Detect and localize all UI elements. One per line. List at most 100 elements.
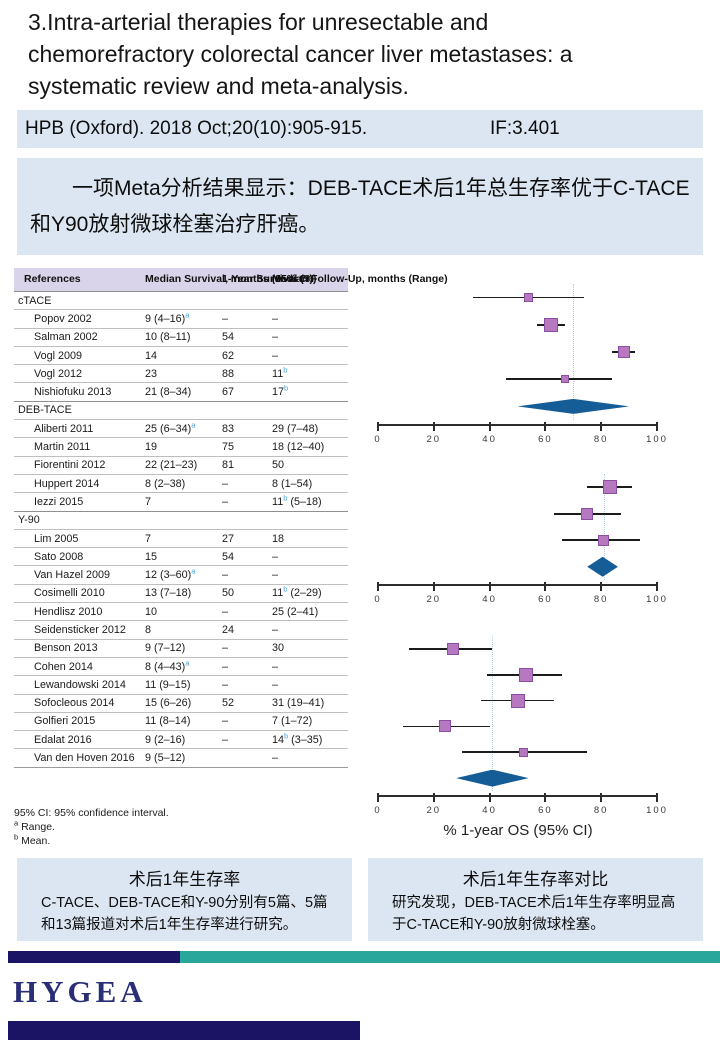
axis-tick-label: 20 (426, 805, 442, 816)
follow-up-cell: – (272, 752, 279, 765)
table-group-row: cTACE (14, 291, 348, 309)
axis-tick (600, 422, 603, 431)
ref-cell: Vogl 2012 (34, 367, 83, 380)
pooled-diamond (517, 398, 630, 414)
follow-up-cell: – (272, 349, 279, 362)
table-row: Salman 2002 10 (8–11) 54 – (14, 327, 348, 346)
ref-cell: Vogl 2009 (34, 349, 83, 362)
follow-up-cell: – (272, 678, 279, 691)
axis-tick-label: 0 (374, 805, 382, 816)
median-survival-cell: 15 (6–26) (145, 697, 192, 710)
table-row: Sato 2008 15 54 – (14, 547, 348, 565)
ref-cell: Benson 2013 (34, 642, 98, 655)
study-square (560, 375, 569, 384)
median-survival-cell: 25 (6–34)a (145, 420, 196, 435)
follow-up-cell: 50 (272, 459, 285, 472)
axis-tick (377, 422, 379, 431)
median-survival-cell: 23 (145, 367, 158, 380)
axis-tick-label: 80 (593, 434, 609, 445)
ref-cell: Martin 2011 (34, 441, 91, 454)
summary-text: 一项Meta分析结果显示：DEB-TACE术后1年总生存率优于C-TACE和Y9… (30, 177, 690, 236)
ci-line (506, 378, 613, 380)
note-title-survival: 术后1年生存率 (128, 870, 241, 889)
table-row: Lim 2005 7 27 18 (14, 528, 348, 547)
one-year-cell: 67 (222, 386, 235, 399)
table-row: Van den Hoven 2016 9 (5–12) – (14, 748, 348, 766)
one-year-cell: 83 (222, 422, 235, 435)
follow-up-cell: 14b (3–35) (272, 731, 323, 746)
table-row: Hendlisz 2010 10 – 25 (2–41) (14, 602, 348, 620)
one-year-cell: 62 (222, 349, 235, 362)
one-year-cell: – (222, 495, 229, 508)
axis-tick-label: 80 (593, 805, 609, 816)
ref-cell: Cohen 2014 (34, 660, 93, 673)
axis-tick-label: 0 (374, 594, 382, 605)
axis-tick (656, 793, 658, 802)
study-square (581, 507, 594, 520)
axis-tick (432, 582, 435, 591)
footer-bar-navy (8, 951, 180, 963)
one-year-cell: 54 (222, 550, 235, 563)
median-survival-cell: 7 (145, 532, 152, 545)
table-group-row: Y-90 (14, 510, 348, 529)
one-year-cell: – (222, 660, 229, 673)
follow-up-cell: 31 (19–41) (272, 697, 325, 710)
follow-up-cell: 7 (1–72) (272, 715, 313, 728)
group-label: DEB-TACE (18, 404, 72, 417)
group-label: cTACE (18, 294, 52, 307)
one-year-cell: 88 (222, 367, 235, 380)
study-square (510, 693, 525, 708)
one-year-cell: 27 (222, 532, 235, 545)
axis-tick (377, 582, 379, 591)
one-year-cell: – (222, 569, 229, 582)
axis-tick (656, 582, 658, 591)
study-square (447, 642, 460, 655)
forest-plot-y90: 0 20 40 60 80 100 % 1-year OS (95% CI) (365, 636, 715, 839)
pooled-diamond (587, 556, 618, 577)
forest-plot-ctace: 0 20 40 60 80 100 (365, 284, 715, 450)
follow-up-cell: – (272, 623, 279, 636)
one-year-cell: 81 (222, 459, 235, 472)
axis-tick-label: 40 (482, 594, 497, 605)
ref-cell: Cosimelli 2010 (34, 587, 105, 600)
table-row: Vogl 2012 23 88 11b (14, 364, 348, 382)
axis-line (378, 584, 658, 586)
footnote-line: 95% CI: 95% confidence interval. (14, 807, 169, 819)
follow-up-cell: – (272, 550, 279, 563)
hygea-logo: HYGEA (13, 974, 147, 1009)
ref-cell: Van Hazel 2009 (34, 569, 111, 582)
axis-tick (600, 582, 603, 591)
median-survival-cell: 15 (145, 550, 158, 563)
reference-line (603, 474, 605, 580)
ref-cell: Lewandowski 2014 (34, 678, 126, 691)
median-survival-cell: 9 (4–16)a (145, 310, 190, 325)
axis-line (378, 424, 658, 426)
one-year-cell: – (222, 477, 229, 490)
axis-tick-label: 60 (538, 434, 553, 445)
table-row: Seidensticker 2012 8 24 – (14, 620, 348, 638)
table-row: Martin 2011 19 75 18 (12–40) (14, 437, 348, 455)
median-survival-cell: 11 (9–15) (145, 678, 191, 691)
axis-tick-label: 40 (482, 434, 497, 445)
table-row: Cohen 2014 8 (4–43)a – – (14, 656, 348, 675)
ref-cell: Hendlisz 2010 (34, 605, 103, 618)
ref-cell: Nishiofuku 2013 (34, 386, 112, 399)
table-row: Aliberti 2011 25 (6–34)a 83 29 (7–48) (14, 419, 348, 437)
axis-tick-label: 20 (426, 594, 442, 605)
follow-up-cell: 11b (2–29) (272, 584, 322, 600)
study-square (602, 480, 617, 495)
study-square (518, 747, 528, 757)
table-body: cTACE Popov 2002 9 (4–16)a – – Salman 2002 10 … (14, 291, 348, 768)
axis-tick (544, 793, 547, 802)
note-body-comparison: 研究发现，DEB-TACE术后1年生存率明显高于C-TACE和Y-90放射微球栓… (392, 895, 676, 933)
axis-tick (432, 422, 435, 431)
axis-tick-label: 60 (538, 594, 553, 605)
table-row: Sofocleous 2014 15 (6–26) 52 31 (19–41) (14, 693, 348, 712)
follow-up-cell: – (272, 331, 279, 344)
plot-area-deb-tace (365, 474, 715, 580)
one-year-cell: – (222, 678, 229, 691)
median-survival-cell: 19 (145, 441, 158, 454)
ref-cell: Sato 2008 (34, 550, 84, 563)
table-row: Huppert 2014 8 (2–38) – 8 (1–54) (14, 473, 348, 492)
